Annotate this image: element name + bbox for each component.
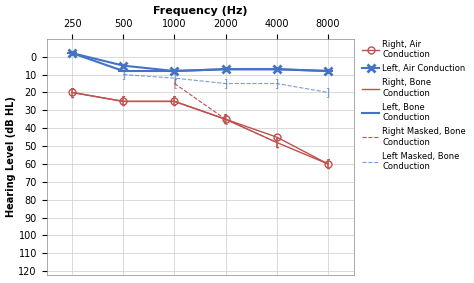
Text: [: [	[171, 78, 178, 89]
Text: ]: ]	[325, 87, 331, 97]
Text: ]: ]	[171, 73, 178, 83]
Text: [: [	[69, 87, 75, 98]
Text: [: [	[120, 96, 127, 106]
Text: [: [	[171, 96, 178, 106]
Text: [: [	[222, 114, 229, 124]
Text: ]: ]	[120, 70, 127, 80]
X-axis label: Frequency (Hz): Frequency (Hz)	[153, 6, 247, 16]
Legend: Right, Air
Conduction, Left, Air Conduction, Right, Bone
Conduction, Left, Bone
: Right, Air Conduction, Left, Air Conduct…	[361, 38, 468, 173]
Text: [: [	[325, 159, 331, 169]
Text: ]: ]	[222, 78, 229, 89]
Text: [: [	[222, 114, 229, 124]
Text: ]: ]	[273, 78, 280, 89]
Text: [: [	[273, 137, 280, 148]
Y-axis label: Hearing Level (dB HL): Hearing Level (dB HL)	[6, 96, 16, 217]
Text: [: [	[273, 138, 280, 147]
